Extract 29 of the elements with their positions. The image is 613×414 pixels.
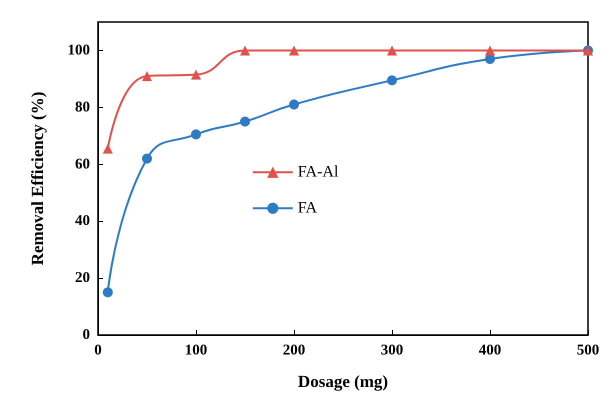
point (191, 129, 201, 140)
point (102, 144, 113, 154)
x-axis-title: Dosage (mg) (298, 372, 388, 391)
point (485, 45, 495, 56)
point (240, 116, 250, 127)
point (142, 154, 152, 164)
point (191, 70, 201, 80)
point (387, 75, 397, 86)
y-tick-label: 40 (75, 213, 90, 230)
y-tick-label: 20 (75, 270, 90, 286)
x-tick-label: 500 (576, 342, 600, 358)
x-tick-label: 0 (94, 342, 102, 358)
legend-label: FA-Al (298, 164, 339, 181)
x-tick-label: 100 (184, 342, 208, 358)
y-tick-label: 60 (75, 156, 90, 172)
y-tick-label: 0 (82, 327, 90, 343)
point (142, 71, 152, 82)
point (289, 100, 299, 110)
x-tick-label: 300 (380, 342, 404, 358)
y-tick-label: 100 (68, 42, 90, 58)
x-tick-label: 200 (282, 342, 306, 358)
y-tick-label: 80 (75, 99, 90, 116)
point (102, 287, 113, 298)
y-axis-title: Removal Efficiency (%) (28, 92, 47, 266)
point (387, 45, 397, 56)
point (240, 45, 250, 56)
x-tick-label: 400 (478, 342, 502, 358)
point (289, 45, 299, 56)
legend-label: FA (298, 200, 318, 217)
